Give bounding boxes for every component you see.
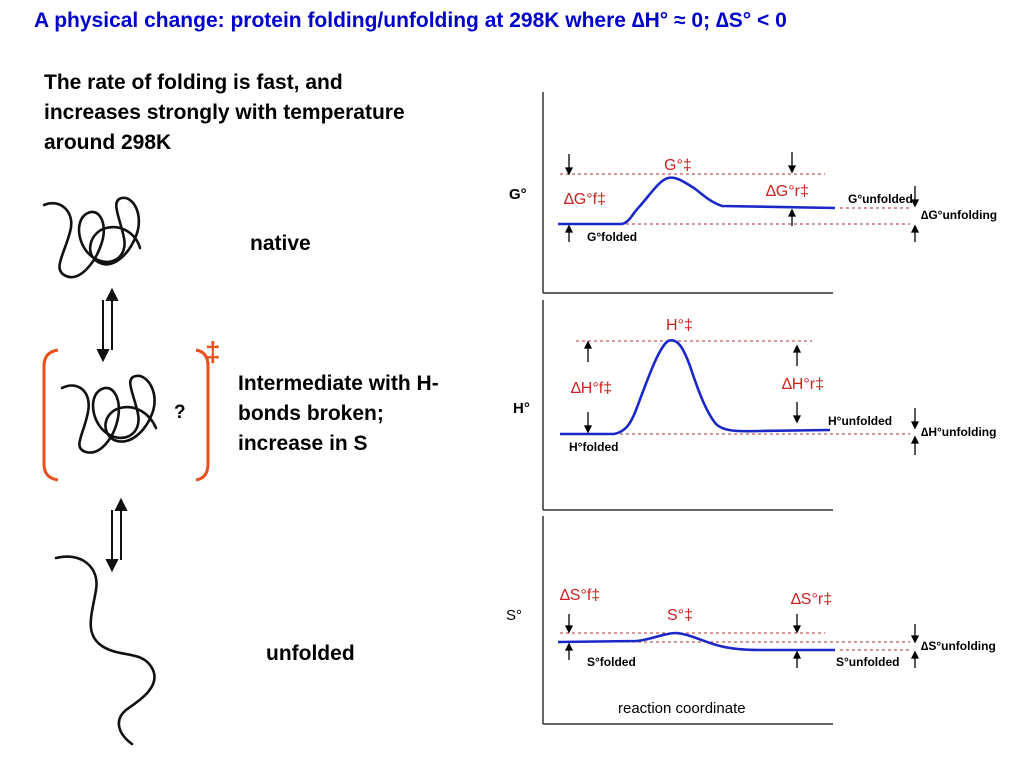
s-axis-label: S° (506, 607, 522, 624)
h-forward-barrier-label: ∆H°f‡ (571, 380, 612, 397)
s-unfolding-difference-label: ∆S°unfolding (921, 639, 996, 653)
slide-title: A physical change: protein folding/unfol… (34, 9, 787, 32)
intermediate-state-label: Intermediate with H- bonds broken; incre… (238, 372, 439, 455)
intermediate-protein-coil (60, 374, 158, 454)
h-unfolding-difference-label: ∆H°unfolding (921, 425, 996, 439)
native-state-label: native (250, 232, 311, 255)
native-protein-coil (42, 196, 142, 279)
question-mark: ? (174, 402, 186, 423)
transition-state-symbol: ‡ (205, 336, 221, 367)
left-bracket (42, 348, 59, 482)
s-unfolded-label: S°unfolded (836, 655, 899, 669)
g-forward-barrier-label: ∆G°f‡ (564, 191, 606, 208)
s-peak-label: S°‡ (667, 607, 693, 624)
s-entropy-curve (557, 631, 835, 652)
g-axis-label: G° (509, 186, 527, 203)
intro-text: The rate of folding is fast, and increas… (44, 71, 405, 154)
x-axis-label: reaction coordinate (618, 700, 746, 717)
g-panel: G° G°‡ ∆G°f‡ ∆G°r‡ G°folded G°unfolded ∆… (509, 92, 997, 294)
h-panel: H° H°‡ ∆H°f‡ ∆H°r‡ H°folded H°unfolded ∆… (513, 300, 996, 511)
unfolded-state-label: unfolded (266, 642, 355, 665)
h-energy-curve (560, 339, 831, 436)
equilibrium-arrow-native-intermediate (96, 287, 119, 363)
h-reverse-barrier-label: ∆H°r‡ (782, 376, 824, 393)
g-reverse-barrier-label: ∆G°r‡ (766, 183, 809, 200)
unfolded-protein-chain (54, 555, 156, 746)
h-folded-label: H°folded (569, 440, 618, 454)
g-folded-label: G°folded (587, 230, 637, 244)
right-bracket (195, 348, 210, 482)
g-peak-label: G°‡ (664, 157, 692, 174)
s-folded-label: S°folded (587, 655, 636, 669)
equilibrium-arrow-intermediate-unfolded (105, 497, 128, 573)
s-panel: S° S°‡ ∆S°f‡ ∆S°r‡ S°folded S°unfolded ∆… (506, 516, 996, 725)
s-reverse-barrier-label: ∆S°r‡ (791, 591, 832, 608)
h-axis-label: H° (513, 400, 530, 417)
h-unfolded-label: H°unfolded (828, 414, 892, 428)
h-peak-label: H°‡ (666, 317, 693, 334)
g-energy-curve (558, 176, 836, 226)
s-forward-barrier-label: ∆S°f‡ (560, 587, 600, 604)
g-unfolding-difference-label: ∆G°unfolding (921, 208, 997, 222)
g-unfolded-label: G°unfolded (848, 192, 913, 206)
